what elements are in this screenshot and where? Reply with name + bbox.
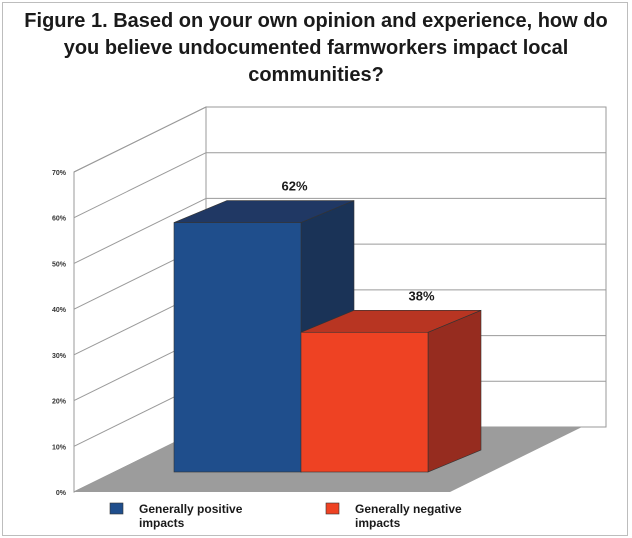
legend-label: impacts — [139, 516, 185, 530]
y-tick-label: 60% — [52, 216, 67, 223]
chart-title-line-3: communities? — [248, 64, 384, 86]
y-tick-label: 10% — [52, 444, 67, 451]
y-tick-label: 50% — [52, 261, 67, 268]
legend-label: Generally positive — [139, 502, 243, 516]
gridline-left — [73, 106, 207, 173]
chart-title-line-2: you believe undocumented farmworkers imp… — [63, 37, 569, 59]
legend-label: impacts — [355, 516, 401, 530]
gridline-left — [73, 152, 207, 219]
y-tick-label: 0% — [56, 490, 67, 497]
y-tick-label: 20% — [52, 399, 67, 406]
legend-label: Generally negative — [355, 502, 462, 516]
bar-generally-positive — [173, 222, 302, 473]
chart-title-line-1: Figure 1. Based on your own opinion and … — [24, 10, 608, 32]
bar-generally-negative-side — [427, 309, 482, 473]
chart-title: Figure 1. Based on your own opinion and … — [0, 8, 632, 89]
gridline-left — [73, 197, 207, 264]
y-tick-label: 40% — [52, 307, 67, 314]
data-label: 62% — [281, 179, 307, 194]
data-label: 38% — [408, 288, 434, 303]
bar-generally-negative — [300, 331, 429, 473]
y-tick-label: 70% — [52, 170, 67, 177]
y-tick-label: 30% — [52, 353, 67, 360]
legend-swatch — [109, 502, 124, 515]
legend-swatch — [325, 502, 340, 515]
